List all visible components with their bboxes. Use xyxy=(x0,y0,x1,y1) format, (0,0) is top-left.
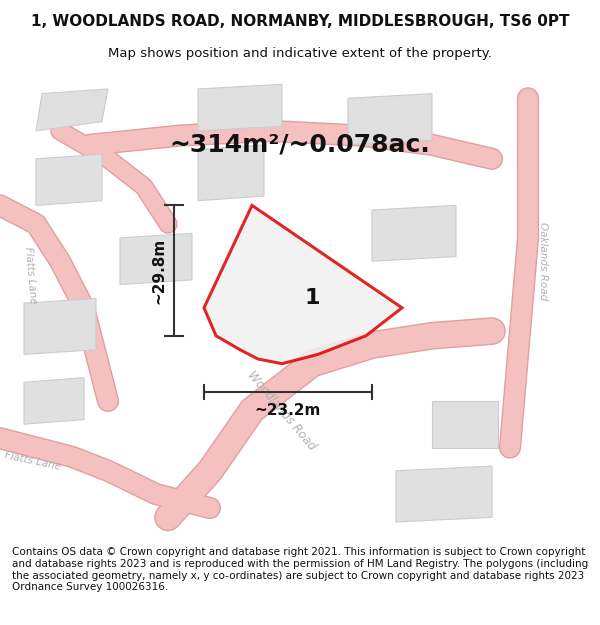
Text: 1: 1 xyxy=(304,289,320,309)
Text: Flatts Lane: Flatts Lane xyxy=(23,246,37,304)
Polygon shape xyxy=(24,299,96,354)
Polygon shape xyxy=(198,84,282,131)
Polygon shape xyxy=(36,89,108,131)
Text: ~23.2m: ~23.2m xyxy=(255,402,321,418)
Polygon shape xyxy=(348,94,432,145)
Text: Oaklands Road: Oaklands Road xyxy=(538,222,548,301)
Text: Contains OS data © Crown copyright and database right 2021. This information is : Contains OS data © Crown copyright and d… xyxy=(12,548,588,592)
Text: 1, WOODLANDS ROAD, NORMANBY, MIDDLESBROUGH, TS6 0PT: 1, WOODLANDS ROAD, NORMANBY, MIDDLESBROU… xyxy=(31,14,569,29)
Polygon shape xyxy=(120,233,192,284)
Polygon shape xyxy=(24,378,84,424)
Polygon shape xyxy=(204,206,402,364)
Polygon shape xyxy=(36,154,102,206)
Text: Woodlands Road: Woodlands Road xyxy=(245,368,319,452)
Text: ~29.8m: ~29.8m xyxy=(151,238,166,304)
Polygon shape xyxy=(198,145,264,201)
Text: Map shows position and indicative extent of the property.: Map shows position and indicative extent… xyxy=(108,48,492,61)
Polygon shape xyxy=(372,206,456,261)
Polygon shape xyxy=(396,466,492,522)
Text: Flatts Lane: Flatts Lane xyxy=(4,451,62,472)
Text: ~314m²/~0.078ac.: ~314m²/~0.078ac. xyxy=(170,133,430,157)
Polygon shape xyxy=(432,401,498,448)
